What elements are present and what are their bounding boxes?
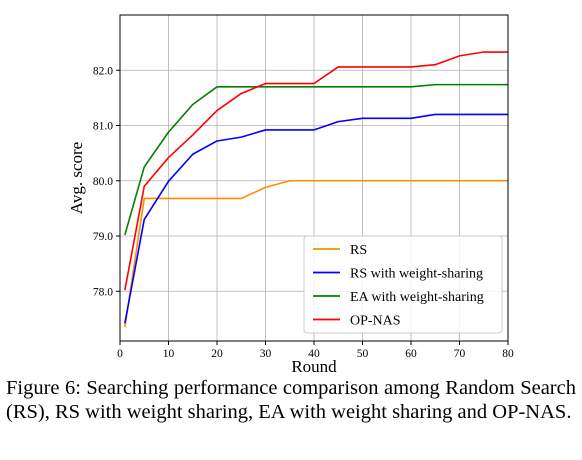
y-axis-label: Avg. score bbox=[67, 142, 86, 214]
y-tick-label: 80.0 bbox=[93, 176, 113, 188]
x-tick-label: 60 bbox=[405, 348, 417, 360]
x-tick-label: 20 bbox=[211, 348, 223, 360]
x-tick-label: 40 bbox=[308, 348, 320, 360]
y-tick-label: 79.0 bbox=[93, 231, 113, 243]
figure-caption: Figure 6: Searching performance comparis… bbox=[6, 377, 576, 423]
y-tick-label: 82.0 bbox=[93, 65, 113, 77]
x-tick-label: 70 bbox=[454, 348, 466, 360]
legend-label-1: RS with weight-sharing bbox=[350, 267, 483, 282]
legend-label-3: OP-NAS bbox=[350, 314, 401, 329]
x-tick-label: 10 bbox=[163, 348, 175, 360]
y-tick-label: 78.0 bbox=[93, 286, 113, 298]
line-chart: 0 10 20 30 40 50 60 70 80 78.0 79.0 80.0 81.0 82.0 Rou… bbox=[67, 14, 514, 376]
legend-box bbox=[303, 235, 503, 334]
legend-label-0: RS bbox=[350, 243, 367, 258]
x-tick-label: 0 bbox=[117, 348, 123, 360]
y-tick-label: 81.0 bbox=[93, 121, 113, 133]
series-line-0 bbox=[124, 179, 508, 328]
x-tick-label: 80 bbox=[502, 348, 514, 360]
series-line-2 bbox=[124, 83, 508, 236]
x-tick-label: 30 bbox=[260, 348, 272, 360]
x-tick-label: 50 bbox=[357, 348, 369, 360]
chart-svg: 0 10 20 30 40 50 60 70 80 78.0 79.0 80.0 81.0 82.0 Rou… bbox=[67, 14, 514, 376]
x-axis-label: Round bbox=[291, 357, 337, 376]
series-line-1 bbox=[124, 113, 508, 324]
legend-label-2: EA with weight-sharing bbox=[350, 290, 484, 305]
series-line-3 bbox=[124, 51, 508, 291]
